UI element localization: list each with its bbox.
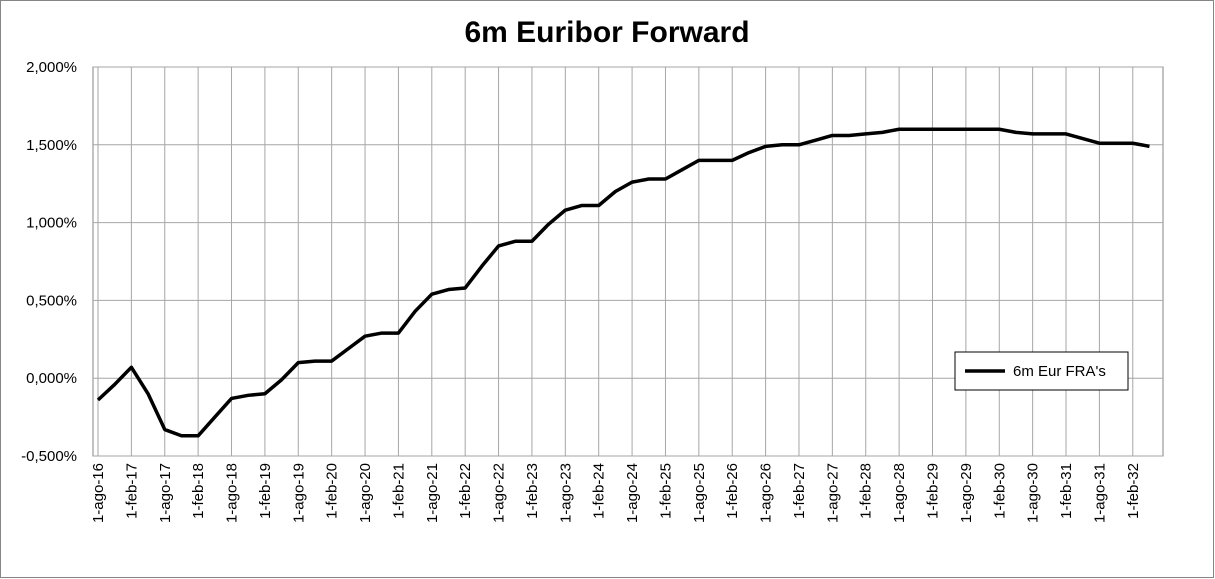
x-tick-label: 1-ago-27: [824, 463, 841, 523]
x-tick-label: 1-ago-22: [491, 463, 508, 523]
x-tick-label: 1-ago-23: [557, 463, 574, 523]
x-tick-label: 1-feb-31: [1058, 463, 1075, 519]
legend-label: 6m Eur FRA's: [1013, 363, 1106, 380]
x-tick-label: 1-feb-22: [457, 463, 474, 519]
y-tick-label: 1,000%: [26, 215, 77, 232]
x-tick-label: 1-ago-21: [424, 463, 441, 523]
y-tick-label: 1,500%: [26, 137, 77, 154]
y-tick-label: 2,000%: [26, 59, 77, 76]
x-tick-label: 1-feb-27: [791, 463, 808, 519]
x-tick-label: 1-ago-17: [157, 463, 174, 523]
x-tick-label: 1-feb-20: [324, 463, 341, 519]
line-series: [96, 127, 1150, 438]
chart-title: 6m Euribor Forward: [464, 16, 749, 49]
x-tick-label: 1-feb-30: [991, 463, 1008, 519]
x-tick-label: 1-ago-19: [290, 463, 307, 523]
x-tick-label: 1-ago-29: [958, 463, 975, 523]
plot-area: [92, 66, 1164, 457]
x-tick-label: 1-ago-28: [891, 463, 908, 523]
y-tick-label: -0,500%: [21, 448, 77, 465]
x-tick-label: 1-ago-20: [357, 463, 374, 523]
x-tick-label: 1-ago-24: [624, 463, 641, 523]
y-tick-label: 0,500%: [26, 292, 77, 309]
x-tick-label: 1-ago-31: [1091, 463, 1108, 523]
y-tick-label: 0,000%: [26, 370, 77, 387]
x-tick-label: 1-ago-26: [758, 463, 775, 523]
x-tick-label: 1-feb-28: [858, 463, 875, 519]
x-tick-label: 1-feb-29: [925, 463, 942, 519]
x-tick-label: 1-ago-30: [1025, 463, 1042, 523]
x-tick-label: 1-feb-23: [524, 463, 541, 519]
x-tick-label: 1-feb-32: [1125, 463, 1142, 519]
x-tick-label: 1-feb-17: [123, 463, 140, 519]
x-tick-label: 1-feb-21: [390, 463, 407, 519]
x-tick-label: 1-feb-25: [657, 463, 674, 519]
x-tick-label: 1-feb-26: [724, 463, 741, 519]
x-tick-label: 1-ago-18: [224, 463, 241, 523]
x-tick-label: 1-feb-24: [591, 463, 608, 519]
x-tick-label: 1-ago-16: [90, 463, 107, 523]
x-tick-label: 1-ago-25: [691, 463, 708, 523]
x-tick-label: 1-feb-19: [257, 463, 274, 519]
x-tick-label: 1-feb-18: [190, 463, 207, 519]
